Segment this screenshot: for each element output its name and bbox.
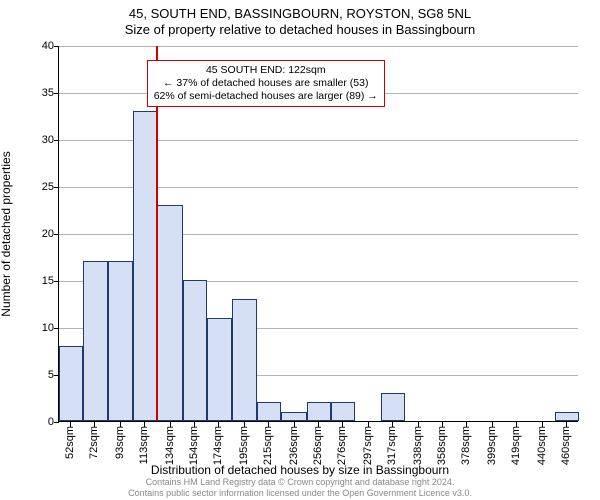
ytick-label: 35 <box>24 87 54 99</box>
histogram-bar <box>108 261 134 421</box>
footer-line1: Contains HM Land Registry data © Crown c… <box>0 477 600 487</box>
xtick-label: 174sqm <box>212 426 224 465</box>
histogram-bar <box>133 111 157 421</box>
histogram-bar <box>232 299 258 421</box>
xtick-label: 399sqm <box>486 426 498 465</box>
xtick-label: 236sqm <box>288 426 300 465</box>
xtick-label: 338sqm <box>412 426 424 465</box>
histogram-bar <box>183 280 207 421</box>
footer-attribution: Contains HM Land Registry data © Crown c… <box>0 477 600 498</box>
ytick-label: 5 <box>24 369 54 381</box>
xtick-label: 113sqm <box>138 426 150 464</box>
xtick-label: 440sqm <box>536 426 548 465</box>
xtick-label: 378sqm <box>460 426 472 465</box>
ytick-label: 25 <box>24 181 54 193</box>
ytick-mark <box>54 328 59 329</box>
histogram-bar <box>83 261 107 421</box>
chart-area: 45 SOUTH END: 122sqm ← 37% of detached h… <box>58 46 578 422</box>
xtick-label: 93sqm <box>114 426 126 459</box>
ytick-mark <box>54 281 59 282</box>
xtick-label: 460sqm <box>560 426 572 465</box>
x-axis-label: Distribution of detached houses by size … <box>0 463 600 477</box>
annotation-line1: 45 SOUTH END: 122sqm <box>154 64 378 77</box>
title-sub: Size of property relative to detached ho… <box>0 22 600 38</box>
xtick-label: 256sqm <box>312 426 324 465</box>
ytick-mark <box>54 234 59 235</box>
chart-titles: 45, SOUTH END, BASSINGBOURN, ROYSTON, SG… <box>0 0 600 37</box>
xtick-label: 134sqm <box>164 426 176 465</box>
ytick-mark <box>54 46 59 47</box>
histogram-bar <box>59 346 83 421</box>
xtick-label: 195sqm <box>238 426 250 465</box>
histogram-bar <box>281 412 307 421</box>
annotation-line3: 62% of semi-detached houses are larger (… <box>154 90 378 103</box>
annotation-box: 45 SOUTH END: 122sqm ← 37% of detached h… <box>147 60 385 107</box>
histogram-bar <box>257 402 281 421</box>
xtick-label: 419sqm <box>510 426 522 465</box>
histogram-bar <box>381 393 405 421</box>
ytick-label: 40 <box>24 40 54 52</box>
ytick-mark <box>54 140 59 141</box>
histogram-bar <box>157 205 183 421</box>
ytick-mark <box>54 187 59 188</box>
xtick-label: 358sqm <box>436 426 448 465</box>
xtick-label: 317sqm <box>386 426 398 465</box>
histogram-bar <box>307 402 331 421</box>
ytick-label: 10 <box>24 322 54 334</box>
ytick-mark <box>54 93 59 94</box>
ytick-label: 20 <box>24 228 54 240</box>
footer-line2: Contains public sector information licen… <box>0 488 600 498</box>
xtick-label: 72sqm <box>88 426 100 459</box>
histogram-bar <box>207 318 231 421</box>
ytick-label: 15 <box>24 275 54 287</box>
xtick-label: 154sqm <box>188 426 200 465</box>
gridline <box>59 46 578 47</box>
xtick-label: 297sqm <box>362 426 374 465</box>
xtick-label: 276sqm <box>336 426 348 465</box>
histogram-bar <box>555 412 579 421</box>
y-axis-label: Number of detached properties <box>0 151 13 316</box>
ytick-label: 0 <box>24 416 54 428</box>
xtick-label: 215sqm <box>262 426 274 465</box>
xtick-label: 52sqm <box>64 426 76 459</box>
histogram-bar <box>331 402 355 421</box>
ytick-label: 30 <box>24 134 54 146</box>
ytick-mark <box>54 422 59 423</box>
annotation-line2: ← 37% of detached houses are smaller (53… <box>154 77 378 90</box>
title-main: 45, SOUTH END, BASSINGBOURN, ROYSTON, SG… <box>0 6 600 22</box>
